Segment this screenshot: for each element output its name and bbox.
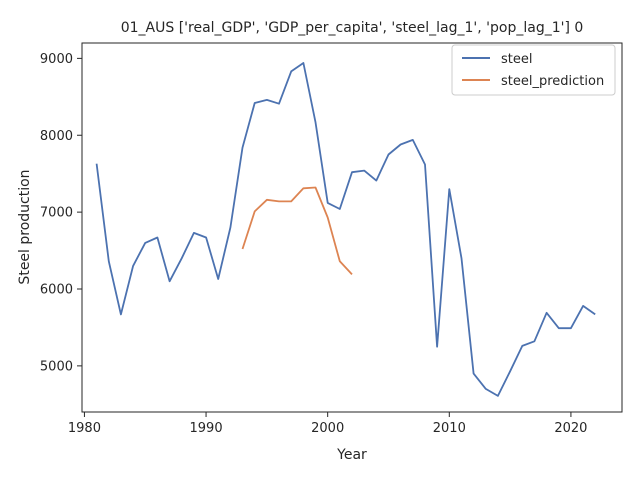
legend-label-steel: steel bbox=[501, 52, 532, 67]
series-layer bbox=[95, 62, 596, 397]
series-line-steel-prediction bbox=[241, 186, 353, 276]
x-tick-label: 2020 bbox=[554, 421, 587, 436]
axes-border bbox=[81, 42, 623, 413]
x-tick-label: 2000 bbox=[311, 421, 344, 436]
legend-label-steel-prediction: steel_prediction bbox=[501, 74, 604, 89]
y-tick-label: 6000 bbox=[40, 283, 73, 298]
x-tick-label: 2010 bbox=[433, 421, 466, 436]
y-axis-label: Steel production bbox=[17, 169, 33, 284]
series-line-steel bbox=[95, 62, 596, 397]
x-tick-label: 1980 bbox=[68, 421, 101, 436]
y-tick-label: 9000 bbox=[40, 52, 73, 67]
legend-box bbox=[451, 44, 616, 96]
y-tick-label: 8000 bbox=[40, 129, 73, 144]
axis-ticks: 1980 1990 2000 2010 2020 5000 6000 7000 8000 9000 bbox=[40, 52, 588, 436]
x-tick-label: 1990 bbox=[190, 421, 223, 436]
legend: steel steel_prediction bbox=[451, 44, 616, 96]
x-axis-label: Year bbox=[336, 447, 367, 463]
axes-frame bbox=[81, 42, 623, 413]
y-tick-label: 5000 bbox=[40, 359, 73, 374]
y-tick-label: 7000 bbox=[40, 206, 73, 221]
chart-title: 01_AUS ['real_GDP', 'GDP_per_capita', 's… bbox=[121, 20, 584, 36]
